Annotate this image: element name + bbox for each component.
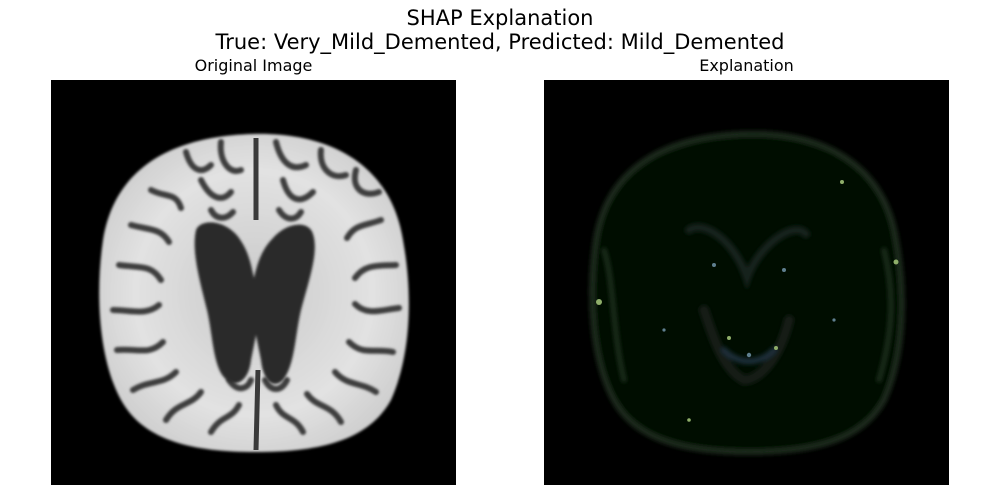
figure-title-line-1: SHAP Explanation: [406, 6, 594, 30]
explanation-title: Explanation: [699, 56, 794, 75]
figure-title-line-2: True: Very_Mild_Demented, Predicted: Mil…: [215, 30, 785, 54]
shap-explanation-image: [589, 130, 905, 456]
figure-title: SHAP Explanation True: Very_Mild_Demente…: [0, 6, 1000, 54]
original-image-title: Original Image: [194, 56, 313, 75]
explanation-panel: [544, 80, 949, 485]
brain-mri-image: [99, 133, 409, 453]
original-image-panel: [51, 80, 456, 485]
